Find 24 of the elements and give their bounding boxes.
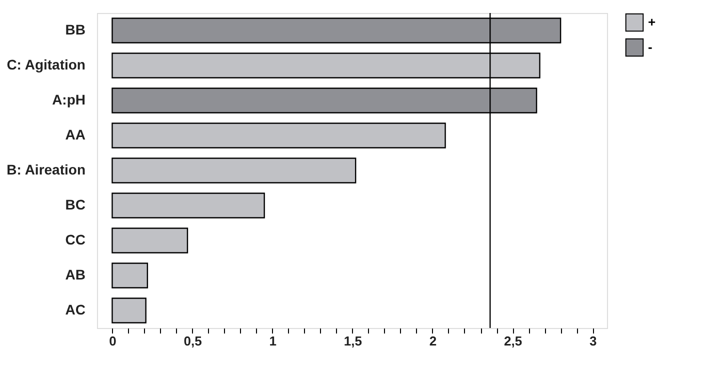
y-tick-label: BB xyxy=(65,22,86,38)
bar xyxy=(112,262,148,288)
bar xyxy=(112,122,446,148)
bar xyxy=(112,228,188,254)
y-tick-label: CC xyxy=(65,232,86,248)
y-tick-label: C: Agitation xyxy=(6,56,86,72)
x-tick-label: 2,5 xyxy=(504,334,522,348)
x-tick-label: 0,5 xyxy=(184,334,202,348)
y-tick-label: AC xyxy=(65,302,86,318)
y-tick-label: AB xyxy=(65,266,86,282)
x-tick-label: 1,5 xyxy=(344,334,362,348)
bar xyxy=(112,158,356,184)
bar xyxy=(112,298,146,324)
x-tick-label: 0 xyxy=(109,334,116,348)
x-tick-label: 2 xyxy=(429,334,437,348)
legend-label: + xyxy=(648,14,656,30)
y-tick-label: A:pH xyxy=(52,92,86,108)
bar xyxy=(112,192,265,218)
x-tick-label: 3 xyxy=(589,334,597,348)
x-tick-label: 1 xyxy=(269,334,276,348)
y-tick-label: B: Aireation xyxy=(6,162,86,178)
y-tick-label: BC xyxy=(65,196,86,212)
y-tick-label: AA xyxy=(65,126,86,142)
legend-label: - xyxy=(648,40,652,54)
